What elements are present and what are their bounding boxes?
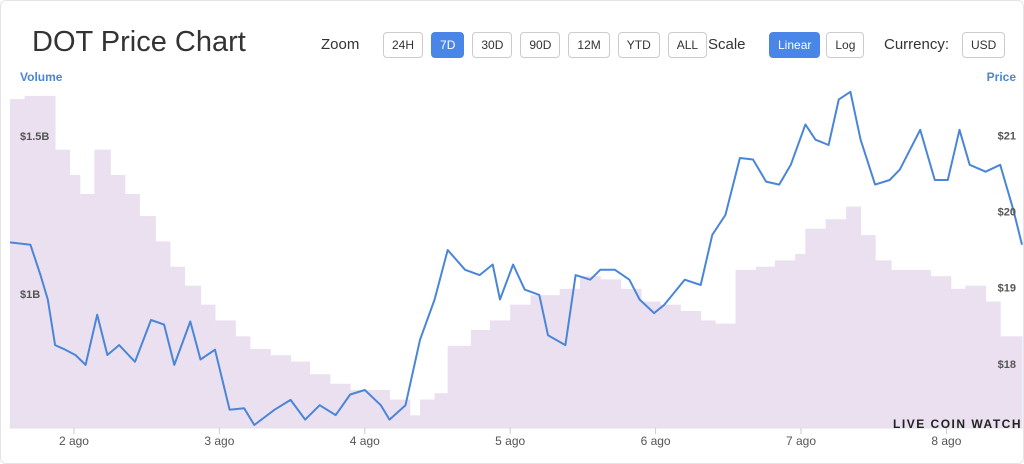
volume-bar — [910, 269, 931, 428]
volume-bar — [891, 269, 911, 428]
volume-bar — [434, 393, 449, 428]
y-tick-label: $1B — [20, 289, 40, 301]
watermark: LIVE COIN WATCH — [893, 417, 1022, 431]
volume-bar — [774, 260, 796, 428]
volume-bar — [700, 320, 716, 428]
price-line — [9, 90, 1023, 426]
zoom-button[interactable]: 24H — [383, 32, 424, 58]
scale-label: Scale — [708, 36, 746, 53]
volume-bar — [270, 355, 292, 428]
volume-bar — [1000, 336, 1023, 428]
volume-bar — [680, 310, 702, 428]
zoom-button[interactable]: 30D — [472, 32, 513, 58]
x-tick-label: 6 ago — [641, 434, 671, 448]
page-title: DOT Price Chart — [32, 26, 246, 58]
volume-bar — [309, 374, 331, 428]
volume-bar — [447, 345, 472, 428]
volume-bar — [420, 399, 436, 428]
volume-bar — [930, 276, 952, 428]
volume-bar — [489, 320, 511, 428]
volume-bar — [350, 390, 372, 428]
volume-bar — [641, 301, 661, 428]
volume-bar — [579, 276, 601, 428]
x-tick-label: 4 ago — [350, 434, 380, 448]
y2-tick-label: $19 — [998, 283, 1016, 295]
volume-bar — [389, 399, 411, 428]
volume-bar — [659, 304, 681, 428]
x-tick-label: 2 ago — [59, 434, 89, 448]
currency-button[interactable]: USD — [962, 32, 1006, 58]
volume-bar — [110, 174, 126, 428]
volume-bar — [290, 361, 311, 428]
volume-bar — [69, 174, 81, 428]
y2-tick-label: $21 — [998, 131, 1016, 143]
volume-bar — [755, 266, 776, 428]
volume-bar — [510, 304, 532, 428]
volume-bar — [985, 301, 1001, 428]
volume-bar — [94, 149, 111, 428]
zoom-button[interactable]: YTD — [617, 32, 660, 58]
y2-tick-label: $20 — [998, 207, 1016, 219]
zoom-label: Zoom — [321, 36, 360, 53]
volume-bar — [55, 149, 71, 428]
zoom-group: 24H 7D 30D 90D 12M YTD ALL — [383, 32, 708, 58]
zoom-button[interactable]: 7D — [431, 32, 465, 58]
scale-button[interactable]: Log — [826, 32, 865, 58]
scale-group: Linear Log — [769, 32, 865, 58]
volume-bar — [805, 228, 827, 428]
volume-bar — [249, 348, 271, 428]
x-tick-label: 5 ago — [495, 434, 525, 448]
volume-bar — [200, 304, 216, 428]
volume-bar — [559, 288, 581, 428]
volume-bar — [620, 288, 642, 428]
volume-bar — [184, 285, 201, 428]
volume-bar — [24, 95, 56, 428]
volume-bar — [600, 279, 622, 428]
volume-bar — [530, 295, 561, 428]
zoom-button[interactable]: 90D — [520, 32, 561, 58]
volume-bar — [370, 390, 390, 428]
y-tick-label: $1.5B — [20, 131, 49, 143]
y2-tick-label: $18 — [998, 359, 1016, 371]
volume-bar — [10, 99, 26, 429]
x-tick-label: 8 ago — [931, 434, 961, 448]
volume-bar — [875, 260, 892, 428]
volume-bar — [965, 285, 987, 428]
x-tick-label: 3 ago — [204, 434, 234, 448]
x-tick-label: 7 ago — [786, 434, 816, 448]
volume-bar — [470, 329, 491, 428]
volume-bar — [79, 193, 95, 428]
volume-bar — [215, 320, 236, 428]
volume-bar — [795, 254, 806, 428]
volume-bar — [846, 206, 862, 428]
volume-bar — [825, 219, 847, 428]
volume-bar — [735, 269, 757, 428]
currency-label: Currency: — [884, 36, 950, 53]
volume-bar — [155, 241, 171, 428]
volume-bar — [329, 383, 351, 428]
volume-bar — [169, 266, 185, 428]
volume-bar — [235, 336, 251, 428]
y2-axis-title: Price — [987, 70, 1017, 84]
scale-button[interactable]: Linear — [769, 32, 821, 58]
volume-bar — [715, 323, 737, 428]
zoom-button[interactable]: ALL — [667, 32, 708, 58]
volume-bar — [409, 415, 421, 428]
volume-bar — [950, 288, 966, 428]
zoom-button[interactable]: 12M — [568, 32, 610, 58]
volume-bar — [124, 193, 140, 428]
currency-group: USD — [962, 32, 1006, 58]
y-axis-title: Volume — [20, 70, 63, 84]
volume-bar — [139, 216, 156, 428]
volume-bar — [860, 235, 876, 428]
